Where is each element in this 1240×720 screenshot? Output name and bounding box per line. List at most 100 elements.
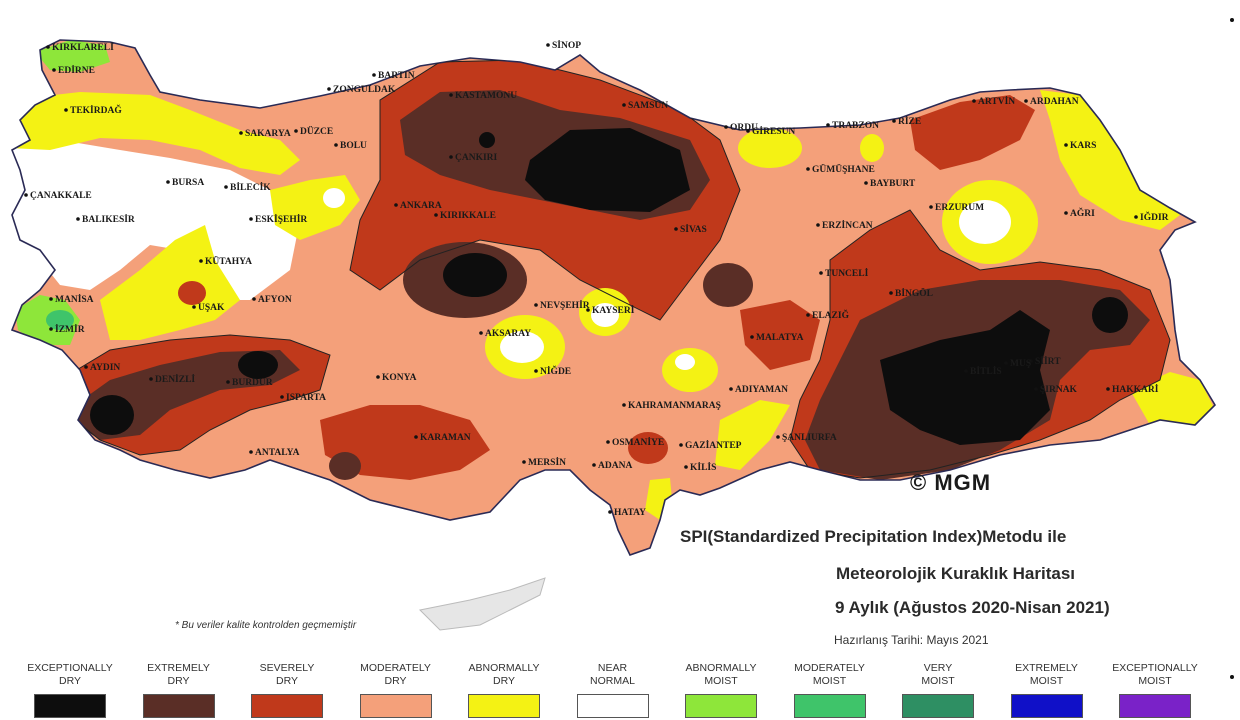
city-label: ESKİŞEHİR	[255, 213, 307, 225]
zone-exceptionally-dry-hakkari-north	[1092, 297, 1128, 333]
city-dot	[294, 129, 298, 133]
legend-swatch	[142, 694, 215, 718]
legend-label-line2: MOIST	[1029, 675, 1064, 687]
legend-item: EXCEPTIONALLY DRY	[20, 662, 120, 718]
city-dot	[1029, 359, 1033, 363]
city-label: ÇANKIRI	[455, 153, 498, 163]
city-label: KARS	[1070, 141, 1096, 151]
city-label: KIRKLARELİ	[52, 41, 114, 53]
legend: EXCEPTIONALLY DRY EXTREMELY DRY SEVERELY DRY M…	[0, 662, 1240, 720]
zone-near-normal-west	[12, 140, 300, 300]
city-dot	[534, 303, 538, 307]
zone-near-normal-erzurum	[959, 200, 1011, 244]
city-label: ŞANLIURFA	[782, 433, 837, 443]
legend-label-line2: DRY	[167, 675, 190, 687]
zone-abnormally-dry-gaziantep	[715, 400, 790, 470]
city-dot	[1034, 387, 1038, 391]
legend-item: NEAR NORMAL	[563, 662, 663, 718]
city-labels: KIRKLARELİ EDİRNE TEKİRDAĞ SİNOP BARTIN ZONGU…	[24, 39, 1169, 518]
city-dot	[49, 297, 53, 301]
legend-label: SEVERELY DRY	[237, 662, 337, 690]
city-dot	[622, 403, 626, 407]
city-dot	[334, 143, 338, 147]
city-dot	[252, 297, 256, 301]
city-label: TEKİRDAĞ	[70, 103, 122, 116]
legend-label: EXCEPTIONALLY MOIST	[1105, 662, 1205, 690]
zone-extremely-dry-sivas	[703, 263, 753, 307]
city-label: KAHRAMANMARAŞ	[628, 401, 721, 411]
zone-abnormally-dry-giresun	[738, 128, 802, 168]
legend-label: ABNORMALLY MOIST	[671, 662, 771, 690]
legend-label: ABNORMALLY DRY	[454, 662, 554, 690]
legend-item: MODERATELY DRY	[346, 662, 446, 718]
zone-exceptionally-dry-ankara-south	[443, 253, 507, 297]
city-label: SİVAS	[680, 223, 707, 235]
city-dot	[534, 369, 538, 373]
city-dot	[434, 213, 438, 217]
city-label: MUŞ	[1010, 359, 1031, 369]
city-label: ORDU	[730, 123, 758, 133]
legend-item: ABNORMALLY DRY	[454, 662, 554, 718]
city-dot	[972, 99, 976, 103]
city-label: KÜTAHYA	[205, 254, 252, 267]
legend-label-line2: MOIST	[812, 675, 847, 687]
zone-abnormally-dry-west	[100, 225, 240, 340]
legend-swatch	[576, 694, 649, 718]
city-label: BAYBURT	[870, 179, 916, 189]
city-dot	[64, 108, 68, 112]
city-dot	[729, 387, 733, 391]
city-label: DÜZCE	[300, 124, 333, 137]
city-label: BURDUR	[232, 378, 273, 388]
zone-exceptionally-dry-corum	[525, 128, 690, 212]
city-dot	[249, 217, 253, 221]
city-label: SAKARYA	[245, 129, 291, 139]
city-label: SAMSUN	[628, 101, 668, 111]
city-dot	[249, 450, 253, 454]
city-label: ANKARA	[400, 201, 442, 211]
city-dot	[746, 129, 750, 133]
city-label: IĞDIR	[1140, 210, 1169, 223]
cyprus-shape	[418, 577, 546, 631]
city-dot	[964, 369, 968, 373]
city-label: NEVŞEHİR	[540, 299, 590, 311]
legend-label: NEAR NORMAL	[563, 662, 663, 690]
legend-label-line1: VERY	[923, 662, 953, 674]
city-dot	[586, 308, 590, 312]
legend-label-line2: DRY	[276, 675, 298, 687]
city-dot	[1064, 211, 1068, 215]
city-dot	[819, 271, 823, 275]
city-label: BİNGÖL	[895, 286, 933, 299]
city-label: BOLU	[340, 141, 367, 151]
city-dot	[892, 119, 896, 123]
city-label: GÜMÜŞHANE	[812, 162, 875, 175]
city-dot	[199, 259, 203, 263]
city-label: KIRIKKALE	[440, 211, 496, 221]
city-dot	[76, 217, 80, 221]
city-label: TRABZON	[832, 121, 879, 131]
city-label: BALIKESİR	[82, 213, 135, 225]
corner-dot	[1230, 675, 1234, 679]
city-dot	[546, 43, 550, 47]
legend-label: MODERATELY DRY	[346, 662, 446, 690]
city-dot	[776, 435, 780, 439]
legend-label: EXTREMELY MOIST	[997, 662, 1097, 690]
zone-near-normal-kayseri	[591, 303, 619, 327]
city-dot	[280, 395, 284, 399]
city-dot	[414, 435, 418, 439]
city-label: ERZURUM	[935, 203, 984, 213]
zone-severely-dry-usak	[178, 281, 206, 305]
city-label: KASTAMONU	[455, 91, 517, 101]
city-dot	[449, 155, 453, 159]
city-label: ADANA	[598, 461, 632, 471]
legend-label-line1: NEAR	[597, 662, 628, 674]
legend-swatch	[1010, 694, 1083, 718]
legend-item: EXTREMELY DRY	[129, 662, 229, 718]
city-label: GAZİANTEP	[685, 439, 742, 451]
legend-label-line1: SEVERELY	[259, 662, 315, 674]
legend-label-line1: MODERATELY	[794, 662, 865, 674]
city-label: AĞRI	[1070, 206, 1095, 219]
legend-item: VERY MOIST	[888, 662, 988, 718]
legend-label-line2: DRY	[59, 675, 81, 687]
zone-severely-dry-osmaniye	[628, 432, 668, 464]
city-label: BİLECİK	[230, 181, 271, 193]
